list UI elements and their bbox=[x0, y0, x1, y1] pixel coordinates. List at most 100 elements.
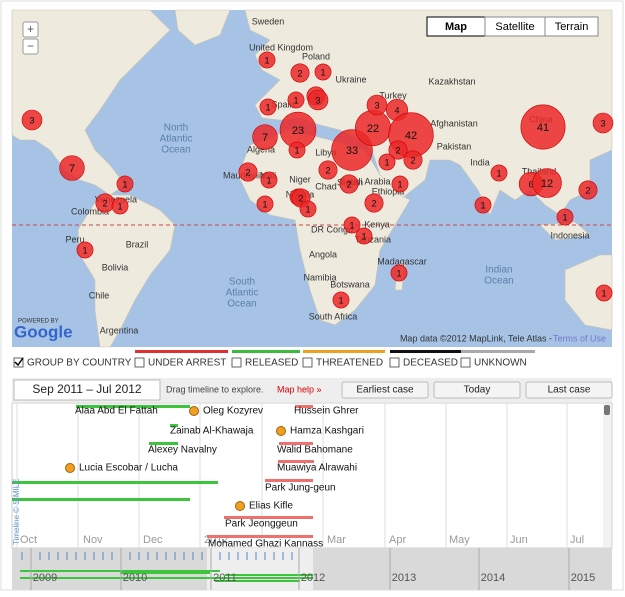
case-cluster[interactable] bbox=[474, 196, 492, 214]
case-dot[interactable] bbox=[65, 463, 75, 473]
ocean-label: Ocean bbox=[161, 145, 190, 156]
status-label[interactable]: UNKNOWN bbox=[474, 358, 527, 369]
status-color bbox=[461, 350, 535, 353]
case-name[interactable]: Park Jeonggeun bbox=[225, 519, 298, 530]
case-name[interactable]: Park Jung-geun bbox=[265, 483, 336, 494]
map-type-label: Satellite bbox=[495, 21, 534, 33]
case-name[interactable]: Hussein Ghrer bbox=[294, 406, 359, 417]
status-label[interactable]: THREATENED bbox=[316, 358, 383, 369]
case-bar[interactable] bbox=[295, 405, 313, 408]
case-cluster[interactable] bbox=[403, 150, 423, 170]
case-bar[interactable] bbox=[76, 405, 190, 408]
timeline-button[interactable] bbox=[433, 381, 521, 399]
case-name[interactable]: Zainab Al-Khawaja bbox=[170, 426, 254, 437]
case-cluster[interactable] bbox=[592, 112, 614, 134]
place-label: Chad bbox=[315, 181, 337, 191]
zoom-button[interactable] bbox=[22, 21, 39, 38]
case-dot[interactable] bbox=[276, 426, 286, 436]
case-cluster[interactable] bbox=[556, 208, 574, 226]
case-name[interactable]: Elias Kifle bbox=[249, 501, 293, 512]
case-dot[interactable] bbox=[189, 406, 199, 416]
case-name[interactable]: Alaa Abd El Fattah bbox=[75, 406, 158, 417]
terms-link[interactable]: Terms of Use bbox=[553, 333, 606, 343]
case-cluster[interactable] bbox=[390, 264, 408, 282]
case-cluster[interactable] bbox=[259, 98, 277, 116]
case-cluster[interactable] bbox=[490, 164, 508, 182]
case-bar[interactable] bbox=[12, 481, 218, 484]
map[interactable] bbox=[11, 9, 613, 348]
credit: Timeline © SIMILE bbox=[12, 478, 21, 545]
cluster-count: 22 bbox=[367, 123, 379, 135]
case-cluster[interactable] bbox=[364, 193, 384, 213]
case-bar[interactable] bbox=[278, 460, 314, 463]
case-cluster[interactable] bbox=[391, 175, 409, 193]
scrollbar[interactable] bbox=[603, 404, 611, 547]
case-cluster[interactable] bbox=[378, 153, 396, 171]
case-cluster[interactable] bbox=[256, 195, 274, 213]
case-cluster[interactable] bbox=[111, 197, 129, 215]
map-type-button[interactable] bbox=[544, 16, 599, 37]
case-cluster[interactable] bbox=[388, 140, 408, 160]
case-cluster[interactable] bbox=[238, 162, 258, 182]
checkbox[interactable] bbox=[13, 357, 24, 368]
case-name[interactable]: Mohamed Ghazi Kannass bbox=[208, 539, 323, 550]
case-cluster[interactable] bbox=[258, 51, 276, 69]
cluster-count: 1 bbox=[338, 295, 343, 305]
timeline-button[interactable] bbox=[341, 381, 429, 399]
case-cluster[interactable] bbox=[290, 63, 310, 83]
case-cluster[interactable] bbox=[287, 91, 305, 109]
case-cluster[interactable] bbox=[318, 160, 338, 180]
case-name[interactable]: Walid Bahomane bbox=[277, 445, 353, 456]
zoom-button[interactable] bbox=[22, 38, 39, 55]
cluster-count: 2 bbox=[102, 198, 107, 208]
case-name[interactable]: Oleg Kozyrev bbox=[203, 406, 263, 417]
checkbox[interactable] bbox=[460, 357, 471, 368]
case-cluster[interactable] bbox=[76, 241, 94, 259]
checkbox[interactable] bbox=[231, 357, 242, 368]
case-bar[interactable] bbox=[12, 498, 190, 501]
case-cluster[interactable] bbox=[59, 155, 85, 181]
case-bar[interactable] bbox=[265, 479, 313, 482]
case-bar[interactable] bbox=[207, 535, 313, 538]
scroll-thumb[interactable] bbox=[604, 405, 610, 415]
case-cluster[interactable] bbox=[578, 180, 598, 200]
place-label: United Kingdom bbox=[249, 42, 313, 52]
status-label[interactable]: UNDER ARREST bbox=[148, 358, 226, 369]
case-cluster[interactable] bbox=[339, 174, 359, 194]
checkbox[interactable] bbox=[134, 357, 145, 368]
case-bar[interactable] bbox=[224, 516, 313, 519]
case-bar[interactable] bbox=[149, 442, 178, 445]
case-cluster[interactable] bbox=[314, 63, 332, 81]
status-label[interactable]: RELEASED bbox=[245, 358, 298, 369]
case-dot[interactable] bbox=[235, 501, 245, 511]
case-name[interactable]: Lucia Escobar / Lucha bbox=[79, 463, 178, 474]
range-box bbox=[13, 379, 161, 401]
case-name[interactable]: Hamza Kashgari bbox=[290, 426, 364, 437]
case-cluster[interactable] bbox=[299, 200, 317, 218]
case-cluster[interactable] bbox=[366, 94, 388, 116]
status-label[interactable]: DECEASED bbox=[403, 358, 458, 369]
case-cluster[interactable] bbox=[252, 124, 278, 150]
case-cluster[interactable] bbox=[520, 104, 566, 150]
case-cluster[interactable] bbox=[260, 171, 278, 189]
case-bar[interactable] bbox=[279, 442, 313, 445]
case-name[interactable]: Alexey Navalny bbox=[148, 445, 217, 456]
case-cluster[interactable] bbox=[355, 227, 373, 245]
case-cluster[interactable] bbox=[116, 175, 134, 193]
case-cluster[interactable] bbox=[595, 284, 613, 302]
case-cluster[interactable] bbox=[343, 216, 361, 234]
checkbox[interactable] bbox=[389, 357, 400, 368]
case-bar[interactable] bbox=[170, 424, 178, 427]
case-cluster[interactable] bbox=[332, 291, 350, 309]
case-name[interactable]: Muawiya Alrawahi bbox=[277, 463, 357, 474]
checkbox[interactable] bbox=[302, 357, 313, 368]
case-cluster[interactable] bbox=[307, 89, 329, 111]
timeline-button[interactable] bbox=[525, 381, 613, 399]
group-label[interactable]: GROUP BY COUNTRY bbox=[27, 358, 132, 369]
case-cluster[interactable] bbox=[288, 141, 306, 159]
case-cluster[interactable] bbox=[532, 168, 562, 198]
case-cluster[interactable] bbox=[21, 109, 43, 131]
ocean-label: Ocean bbox=[227, 299, 256, 310]
ocean-label: Atlantic bbox=[160, 134, 193, 145]
help-link[interactable]: Map help » bbox=[277, 384, 322, 394]
